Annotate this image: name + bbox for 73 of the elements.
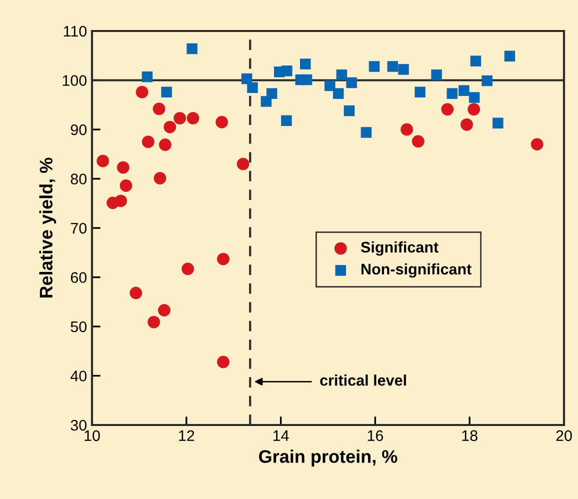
y-axis-title: Relative yield, % bbox=[39, 158, 56, 298]
x-tick-label: 10 bbox=[84, 430, 100, 442]
point bbox=[247, 82, 258, 94]
point bbox=[164, 120, 176, 134]
y-tick-label: 30 bbox=[70, 420, 87, 431]
point bbox=[458, 85, 470, 96]
point bbox=[182, 262, 194, 276]
point bbox=[360, 127, 372, 138]
point bbox=[96, 154, 110, 168]
point bbox=[152, 102, 166, 116]
point bbox=[300, 58, 311, 70]
point bbox=[446, 88, 458, 99]
point bbox=[217, 252, 230, 266]
legend-label: Non-significant bbox=[362, 263, 472, 278]
legend-label: Significant bbox=[360, 241, 438, 256]
point bbox=[324, 80, 336, 92]
point bbox=[431, 69, 442, 80]
point bbox=[114, 194, 128, 208]
point bbox=[301, 74, 312, 86]
point bbox=[266, 88, 278, 99]
point bbox=[158, 138, 172, 151]
point bbox=[530, 138, 544, 150]
point bbox=[282, 66, 292, 76]
x-tick-label: 12 bbox=[179, 430, 194, 441]
point bbox=[398, 64, 409, 75]
point bbox=[346, 77, 357, 88]
point bbox=[154, 172, 166, 184]
x-tick-label: 14 bbox=[273, 430, 289, 441]
x-tick-label: 18 bbox=[462, 430, 478, 442]
x-axis-title: Grain protein, % bbox=[259, 450, 398, 466]
point bbox=[470, 56, 482, 66]
point bbox=[142, 136, 154, 148]
point bbox=[468, 103, 480, 116]
point bbox=[216, 116, 228, 128]
point bbox=[400, 123, 414, 136]
point bbox=[336, 69, 348, 80]
point bbox=[412, 135, 424, 148]
point bbox=[148, 316, 160, 328]
point bbox=[120, 179, 132, 192]
y-tick-label: 40 bbox=[70, 370, 87, 382]
point bbox=[130, 286, 142, 300]
point bbox=[387, 61, 398, 72]
y-tick-label: 100 bbox=[62, 75, 87, 86]
point bbox=[174, 112, 186, 124]
y-tick-label: 110 bbox=[64, 26, 87, 37]
point bbox=[368, 61, 380, 72]
y-tick-label: 90 bbox=[70, 124, 87, 136]
point bbox=[482, 75, 492, 86]
point bbox=[281, 115, 292, 126]
point bbox=[441, 103, 454, 116]
y-tick-label: 80 bbox=[70, 174, 87, 184]
point bbox=[414, 86, 426, 98]
x-tick-label: 20 bbox=[556, 430, 572, 442]
point bbox=[460, 118, 473, 131]
point bbox=[333, 88, 344, 99]
point bbox=[116, 161, 130, 174]
point bbox=[344, 105, 355, 116]
y-tick-label: 60 bbox=[70, 272, 87, 283]
point bbox=[186, 43, 198, 54]
point bbox=[492, 118, 504, 128]
ref-line-label: critical level bbox=[320, 374, 406, 386]
point bbox=[504, 50, 516, 62]
point bbox=[236, 158, 250, 170]
point bbox=[186, 112, 200, 124]
point bbox=[161, 86, 172, 98]
point bbox=[158, 304, 170, 316]
y-tick-label: 50 bbox=[70, 321, 87, 332]
x-tick-label: 16 bbox=[368, 430, 384, 442]
point bbox=[136, 86, 148, 98]
y-tick-label: 70 bbox=[70, 222, 87, 234]
point bbox=[468, 92, 480, 103]
point bbox=[142, 71, 153, 82]
point bbox=[217, 356, 230, 368]
